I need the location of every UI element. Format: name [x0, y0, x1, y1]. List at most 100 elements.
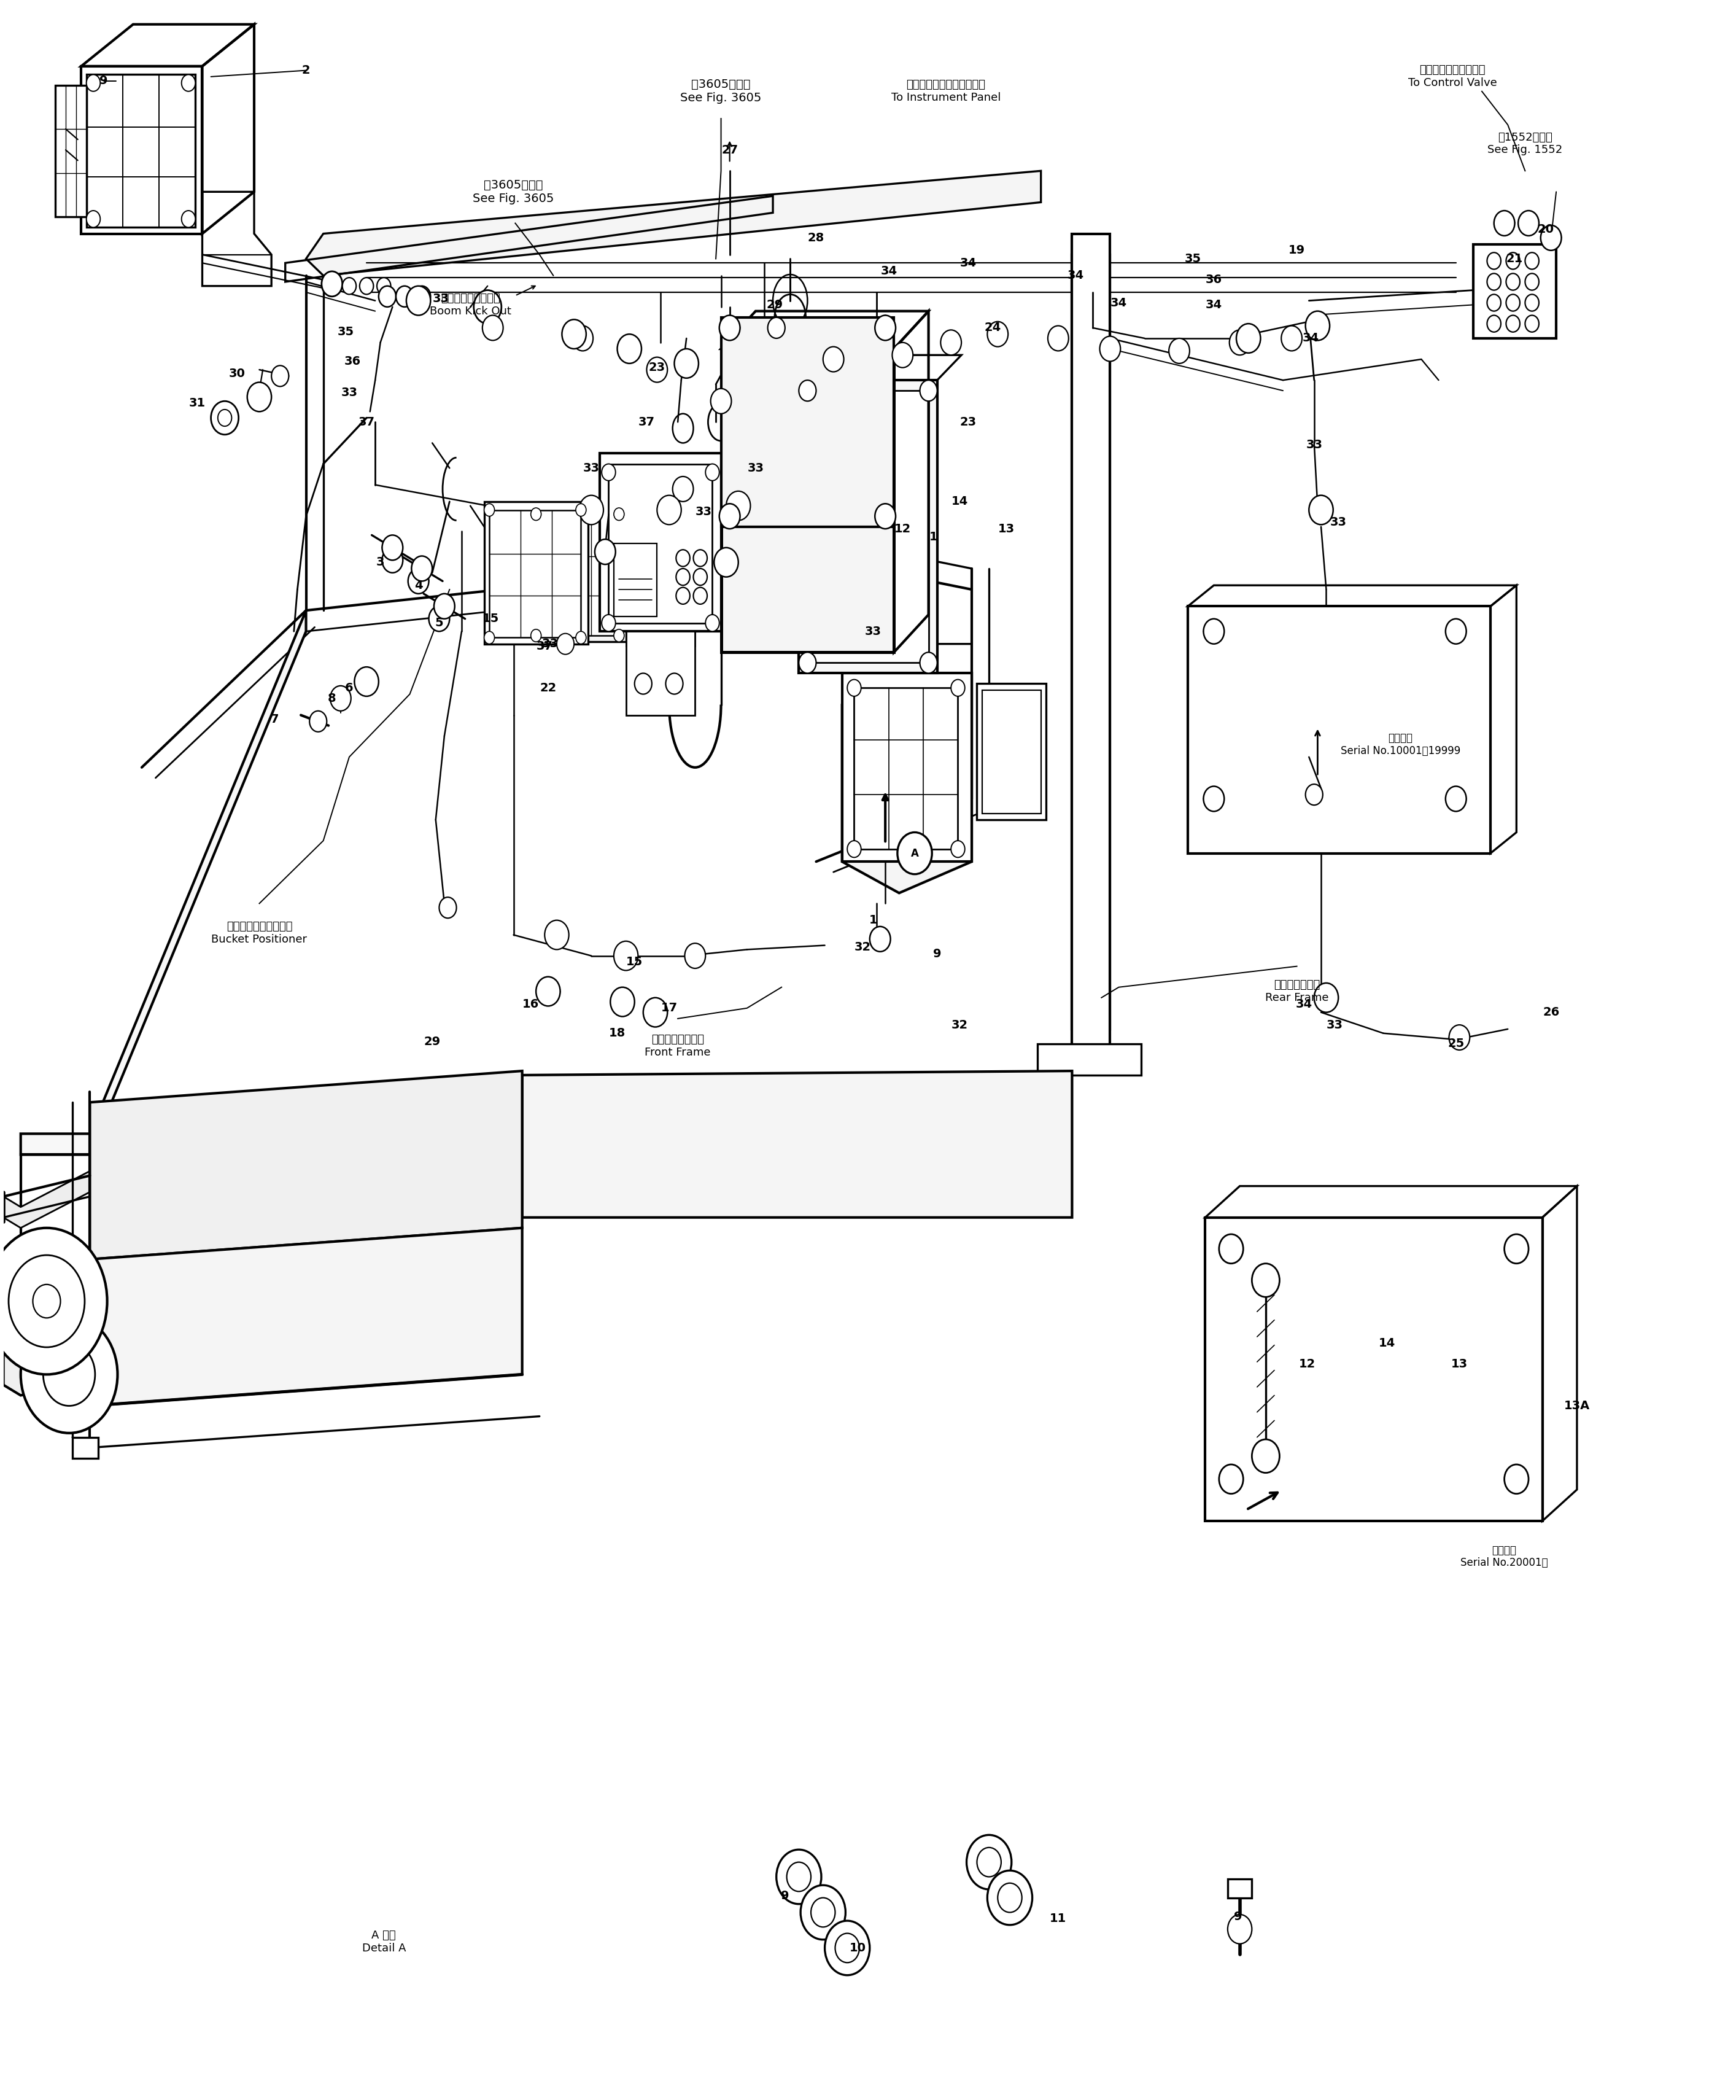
Circle shape: [1252, 1439, 1279, 1472]
Circle shape: [1507, 294, 1521, 311]
Text: 第1552図参照
See Fig. 1552: 第1552図参照 See Fig. 1552: [1488, 132, 1562, 155]
Circle shape: [786, 1863, 811, 1892]
Circle shape: [1309, 496, 1333, 525]
Bar: [531, 506, 627, 643]
Bar: [1187, 607, 1491, 853]
Circle shape: [1540, 225, 1561, 250]
Text: 31: 31: [189, 397, 205, 410]
Text: ブームキックアウト
Boom Kick Out: ブームキックアウト Boom Kick Out: [429, 292, 510, 317]
Circle shape: [693, 569, 707, 586]
Circle shape: [406, 286, 431, 315]
Polygon shape: [842, 674, 972, 892]
Circle shape: [434, 594, 455, 620]
Circle shape: [767, 317, 785, 338]
Text: 第3605図参照
See Fig. 3605: 第3605図参照 See Fig. 3605: [681, 78, 762, 103]
Text: 13A: 13A: [1564, 1401, 1590, 1411]
Text: 10: 10: [849, 1942, 866, 1953]
Circle shape: [531, 508, 542, 521]
Text: 12: 12: [894, 523, 911, 536]
Text: 16: 16: [523, 998, 540, 1010]
Circle shape: [799, 380, 816, 401]
Circle shape: [182, 76, 196, 90]
Text: 34: 34: [1302, 332, 1319, 344]
Text: 33: 33: [583, 462, 599, 475]
Circle shape: [967, 1835, 1012, 1890]
Text: 34: 34: [1205, 298, 1222, 311]
Circle shape: [1488, 294, 1502, 311]
Polygon shape: [21, 611, 306, 1155]
Text: 36: 36: [1205, 273, 1222, 286]
Text: 11: 11: [1050, 1913, 1066, 1924]
Circle shape: [573, 326, 594, 351]
Circle shape: [408, 569, 429, 594]
Circle shape: [898, 832, 932, 874]
Text: 35: 35: [337, 326, 354, 338]
Bar: [615, 544, 656, 617]
Bar: [977, 685, 1047, 819]
Text: 5: 5: [436, 617, 443, 628]
Circle shape: [705, 464, 719, 481]
Circle shape: [875, 504, 896, 529]
Circle shape: [182, 210, 196, 227]
Text: 適用号機
Serial No.20001～: 適用号機 Serial No.20001～: [1460, 1546, 1549, 1569]
Circle shape: [1488, 315, 1502, 332]
Bar: [484, 502, 589, 645]
Circle shape: [726, 491, 750, 521]
Circle shape: [998, 1884, 1023, 1913]
Circle shape: [1229, 330, 1250, 355]
Bar: [720, 317, 894, 527]
Circle shape: [377, 277, 391, 294]
Text: 33: 33: [1326, 1019, 1344, 1031]
Circle shape: [776, 1850, 821, 1905]
Text: 20: 20: [1538, 223, 1554, 235]
Circle shape: [665, 674, 682, 695]
Circle shape: [1507, 315, 1521, 332]
Circle shape: [217, 410, 231, 426]
Bar: [601, 454, 720, 632]
Text: リヤーフレーム
Rear Frame: リヤーフレーム Rear Frame: [1266, 979, 1328, 1004]
Text: 4: 4: [415, 580, 422, 590]
Text: A: A: [911, 848, 918, 859]
Bar: [1227, 1880, 1252, 1898]
Circle shape: [576, 632, 587, 645]
Bar: [1073, 233, 1109, 1071]
Text: A 詳細
Detail A: A 詳細 Detail A: [361, 1930, 406, 1953]
Circle shape: [382, 536, 403, 561]
Circle shape: [719, 504, 740, 529]
Text: 13: 13: [1451, 1359, 1467, 1369]
Circle shape: [870, 926, 891, 951]
Circle shape: [684, 943, 705, 968]
Circle shape: [615, 508, 625, 521]
Circle shape: [920, 380, 937, 401]
Circle shape: [693, 550, 707, 567]
Bar: [73, 1436, 99, 1457]
Circle shape: [602, 464, 616, 481]
Circle shape: [1203, 620, 1224, 645]
Circle shape: [1526, 273, 1538, 290]
Bar: [56, 84, 87, 216]
Circle shape: [705, 615, 719, 632]
Circle shape: [1488, 273, 1502, 290]
Text: 27: 27: [722, 145, 738, 155]
Text: 34: 34: [1111, 296, 1127, 309]
Circle shape: [847, 840, 861, 857]
Circle shape: [988, 1871, 1033, 1926]
Circle shape: [1495, 210, 1516, 235]
Text: 3: 3: [377, 557, 384, 569]
Circle shape: [1049, 326, 1069, 351]
Circle shape: [602, 615, 616, 632]
Text: 8: 8: [328, 693, 337, 704]
Circle shape: [9, 1256, 85, 1348]
Bar: [1038, 1044, 1141, 1075]
Circle shape: [429, 607, 450, 632]
Text: 32: 32: [854, 941, 871, 953]
Circle shape: [87, 210, 101, 227]
Circle shape: [0, 1228, 108, 1373]
Bar: [609, 464, 712, 624]
Circle shape: [1252, 1264, 1279, 1298]
Circle shape: [920, 653, 937, 674]
Text: 18: 18: [609, 1027, 625, 1040]
Polygon shape: [90, 1071, 523, 1260]
Circle shape: [1219, 1235, 1243, 1264]
Text: コントロールバルブへ
To Control Valve: コントロールバルブへ To Control Valve: [1408, 65, 1496, 88]
